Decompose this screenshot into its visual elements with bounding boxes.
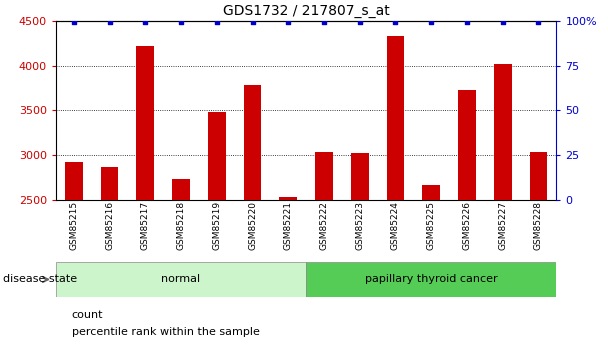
Bar	[208, 112, 226, 200]
Text: percentile rank within the sample: percentile rank within the sample	[72, 327, 260, 337]
Text: disease state: disease state	[3, 275, 77, 284]
Point	[247, 20, 257, 25]
Point	[105, 20, 114, 25]
Point	[355, 20, 365, 25]
Point	[319, 20, 329, 25]
Text: GSM85216: GSM85216	[105, 201, 114, 250]
Text: GSM85224: GSM85224	[391, 201, 400, 250]
Bar	[387, 36, 404, 200]
Text: count: count	[72, 310, 103, 320]
Text: GSM85218: GSM85218	[176, 201, 185, 250]
Point	[69, 20, 78, 25]
Text: GSM85227: GSM85227	[498, 201, 507, 250]
Text: GSM85220: GSM85220	[248, 201, 257, 250]
Point	[212, 20, 222, 25]
Text: GSM85226: GSM85226	[463, 201, 471, 250]
Text: GSM85223: GSM85223	[355, 201, 364, 250]
Text: GSM85217: GSM85217	[141, 201, 150, 250]
Bar	[56, 262, 306, 297]
Bar	[136, 46, 154, 200]
Text: normal: normal	[162, 275, 201, 284]
Text: GSM85225: GSM85225	[427, 201, 436, 250]
Bar	[494, 64, 512, 200]
Point	[462, 20, 472, 25]
Point	[140, 20, 150, 25]
Bar	[351, 154, 368, 200]
Text: GSM85222: GSM85222	[319, 201, 328, 250]
Bar	[530, 152, 547, 200]
Text: GSM85221: GSM85221	[284, 201, 293, 250]
Point	[426, 20, 436, 25]
Bar	[172, 179, 190, 200]
Bar	[100, 167, 119, 200]
Bar	[423, 185, 440, 200]
Text: GSM85219: GSM85219	[212, 201, 221, 250]
Point	[498, 20, 508, 25]
Point	[176, 20, 186, 25]
Bar	[279, 197, 297, 200]
Bar	[306, 262, 556, 297]
Bar	[65, 161, 83, 200]
Bar	[315, 152, 333, 200]
Point	[390, 20, 400, 25]
Text: papillary thyroid cancer: papillary thyroid cancer	[365, 275, 497, 284]
Bar	[458, 90, 476, 200]
Title: GDS1732 / 217807_s_at: GDS1732 / 217807_s_at	[223, 4, 390, 18]
Text: GSM85228: GSM85228	[534, 201, 543, 250]
Bar	[244, 85, 261, 200]
Point	[283, 20, 293, 25]
Text: GSM85215: GSM85215	[69, 201, 78, 250]
Point	[534, 20, 544, 25]
